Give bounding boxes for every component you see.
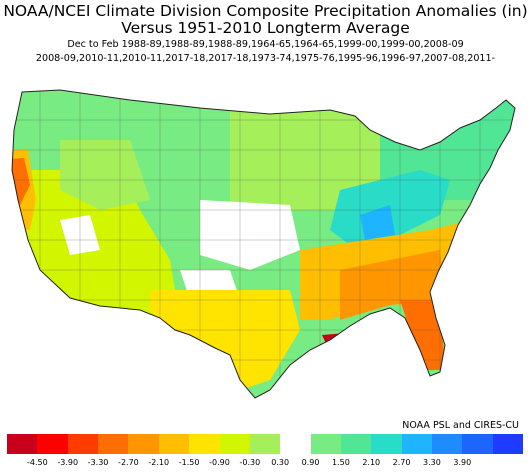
- central-plains-region: [200, 200, 300, 270]
- colorbar-cell: [462, 434, 493, 454]
- colorbar-tick-label: -1.50: [178, 458, 200, 467]
- years-subtitle-line2: 2008-09,2010-11,2010-11,2017-18,2017-18,…: [35, 53, 496, 64]
- colorbar-cell: [7, 434, 38, 454]
- deep-south-region: [340, 250, 445, 320]
- colorbar-tick-label: -0.90: [209, 458, 230, 467]
- colorbar-cell: [98, 434, 129, 454]
- colorbar-cell: [37, 434, 68, 454]
- great-basin-region: [60, 140, 150, 210]
- colorbar-tick-label: 0.30: [271, 458, 290, 467]
- colorbar-cell: [310, 434, 341, 454]
- texas-region: [150, 290, 300, 390]
- map-title: NOAA/NCEI Climate Division Composite Pre…: [3, 2, 528, 20]
- colorbar-cell: [219, 434, 250, 454]
- colorbar-cell: [432, 434, 463, 454]
- anomaly-regions: [12, 90, 515, 398]
- colorbar-tick-label: -3.90: [57, 458, 79, 467]
- colorbar-cell: [492, 434, 524, 454]
- us-outline: [11, 89, 516, 399]
- credit-label: NOAA PSL and CIRES-CU: [402, 420, 519, 431]
- colorbar-cell: [401, 434, 433, 454]
- colorbar-cell: [371, 434, 402, 454]
- florida-region: [400, 300, 445, 370]
- colorbar-tick-label: 3.30: [423, 458, 441, 467]
- division-borders: [12, 90, 515, 398]
- tennessee-region: [360, 205, 395, 240]
- colorbar-tick-label: 2.10: [362, 458, 381, 467]
- years-subtitle-line1: Dec to Feb 1988-89,1988-89,1988-89,1964-…: [67, 39, 464, 50]
- north-california-coast: [12, 158, 30, 205]
- south-louisiana-region: [322, 332, 362, 352]
- precipitation-anomaly-map: [11, 89, 516, 399]
- colorbar-ticks: -4.50 -3.90 -3.30 -2.70 -2.10 -1.50 -0.90 -0.30…: [7, 458, 523, 470]
- colorbar-tick-label: -3.30: [87, 458, 109, 467]
- colorbar-cell: [249, 434, 281, 454]
- colorbar-tick-label: -2.10: [148, 458, 170, 467]
- colorbar-tick-label: -2.70: [118, 458, 139, 467]
- colorbar-cell: [158, 434, 190, 454]
- colorbar-tick-label: 2.70: [392, 458, 411, 467]
- colorbar-tick-label: 1.50: [331, 458, 350, 467]
- map-title-line2: Versus 1951-2010 Longterm Average: [121, 19, 410, 37]
- colorbar-tick-label: 0.90: [301, 458, 320, 467]
- colorbar-cell: [67, 434, 99, 454]
- colorbar-cell: [340, 434, 372, 454]
- colorbar-tick-label: -0.30: [239, 458, 261, 467]
- colorbar-cell: [280, 434, 311, 454]
- colorbar-cell: [128, 434, 159, 454]
- colorbar-cell: [189, 434, 220, 454]
- colorbar-tick-label: -4.50: [26, 458, 48, 467]
- colorbar-tick-label: 3.90: [453, 458, 472, 467]
- colorbar: [7, 434, 524, 454]
